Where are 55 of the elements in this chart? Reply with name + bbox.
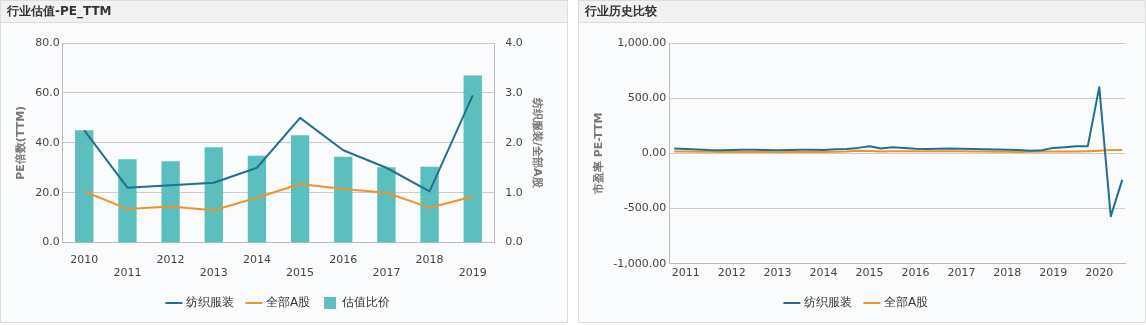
y2-tick-label: 3.0	[505, 85, 523, 99]
x-tick-label: 2015	[286, 266, 315, 280]
bar	[161, 161, 180, 243]
y2-tick-label: 2.0	[505, 135, 523, 149]
bar	[204, 147, 223, 243]
x-tick-label: 2017	[947, 266, 976, 280]
bar	[247, 155, 267, 243]
x-tick-label: 2011	[113, 266, 142, 280]
bar	[463, 75, 482, 243]
y-axis-title: PE倍数(TTM)	[14, 105, 28, 180]
bar	[420, 166, 439, 243]
legend-label: 纺织服装	[185, 295, 234, 310]
bar	[118, 159, 137, 243]
y-tick-label: 80.0	[35, 35, 60, 49]
chart-title: 行业估值-PE_TTM	[1, 1, 567, 23]
x-tick-label: 2015	[855, 266, 884, 280]
y-tick-label: 20.0	[35, 185, 60, 199]
x-tick-label: 2011	[671, 266, 700, 280]
x-tick-label: 2018	[415, 253, 444, 267]
y2-tick-label: 0.0	[505, 235, 523, 249]
y-tick-label: 60.0	[35, 85, 60, 99]
bar	[75, 130, 94, 243]
bar	[377, 167, 396, 243]
y-tick-label: 500.00	[627, 91, 667, 105]
x-tick-label: 2017	[372, 266, 401, 280]
x-tick-label: 2010	[70, 253, 99, 267]
x-tick-label: 2014	[242, 253, 271, 267]
y-tick-label: -500.00	[623, 201, 667, 215]
y-axis-title: 市盈率 PE-TTM	[592, 112, 606, 196]
bar	[334, 156, 353, 243]
x-tick-label: 2019	[1039, 266, 1068, 280]
x-tick-label: 2016	[901, 266, 930, 280]
legend-label: 纺织服装	[803, 295, 852, 310]
y2-tick-label: 1.0	[505, 185, 523, 199]
y2-tick-label: 4.0	[505, 35, 523, 49]
x-tick-label: 2020	[1085, 266, 1114, 280]
y-tick-label: 1,000.00	[617, 35, 667, 49]
x-tick-label: 2012	[156, 253, 185, 267]
y-tick-label: 0.00	[641, 146, 667, 160]
chart-title: 行业历史比较	[579, 1, 1145, 23]
x-tick-label: 2018	[993, 266, 1022, 280]
x-tick-label: 2014	[809, 266, 838, 280]
x-tick-label: 2013	[763, 266, 792, 280]
x-tick-label: 2013	[199, 266, 228, 280]
bar	[290, 135, 310, 243]
y-tick-label: 40.0	[35, 135, 60, 149]
x-tick-label: 2019	[458, 266, 487, 280]
y-tick-label: -1,000.00	[613, 256, 667, 270]
legend-label: 估值比价	[341, 295, 391, 310]
x-tick-label: 2012	[717, 266, 746, 280]
legend-label: 全部A股	[265, 295, 311, 310]
legend-label: 全部A股	[883, 295, 929, 310]
y-tick-label: 0.0	[42, 235, 60, 249]
x-tick-label: 2016	[329, 253, 358, 267]
y2-axis-title: 纺织服装/全部A股	[530, 97, 544, 189]
